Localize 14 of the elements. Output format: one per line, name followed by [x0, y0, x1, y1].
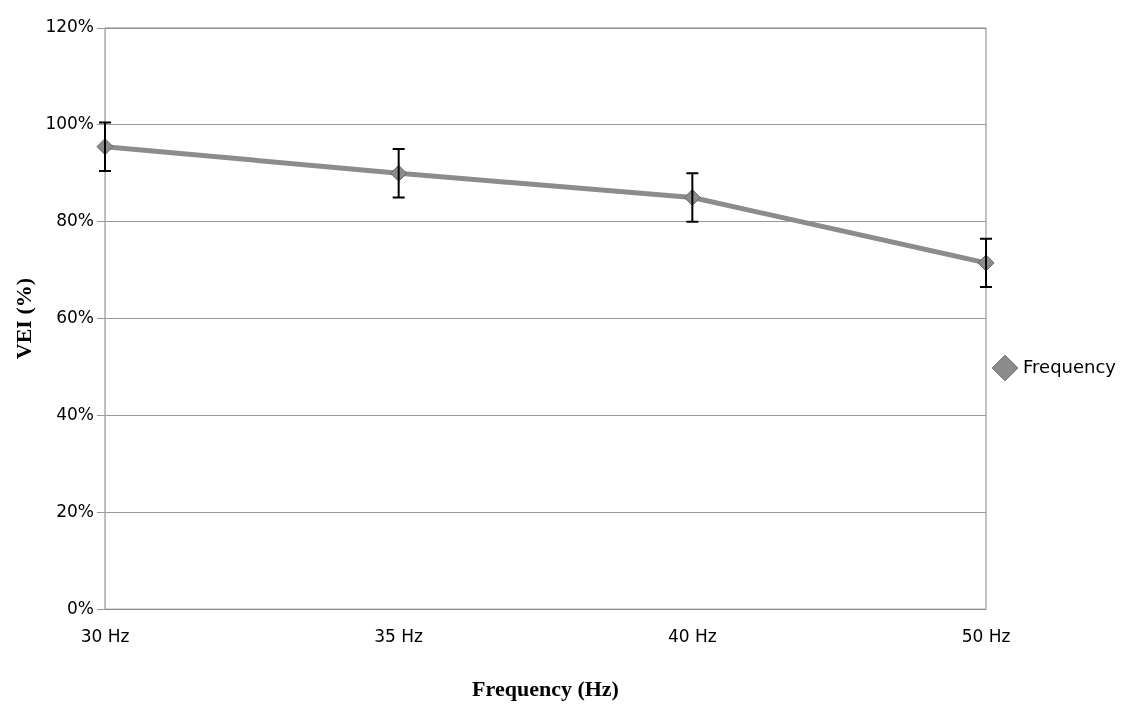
y-tick-label: 80%: [56, 210, 94, 231]
y-tick-label: 40%: [56, 403, 94, 424]
y-axis-title: VEI (%): [10, 277, 36, 360]
legend-label: Frequency: [1023, 355, 1117, 377]
y-tick-label: 100%: [45, 113, 94, 134]
x-tick-label: 35 Hz: [374, 625, 424, 646]
y-tick-label: 20%: [56, 500, 94, 521]
y-tick-label: 60%: [56, 307, 94, 328]
x-axis-title: Frequency (Hz): [472, 676, 619, 702]
x-tick-label: 50 Hz: [961, 625, 1011, 646]
y-tick-label: 0%: [67, 597, 94, 618]
y-tick-label: 120%: [45, 16, 94, 37]
x-tick-label: 30 Hz: [80, 625, 130, 646]
x-tick-label: 40 Hz: [667, 625, 717, 646]
